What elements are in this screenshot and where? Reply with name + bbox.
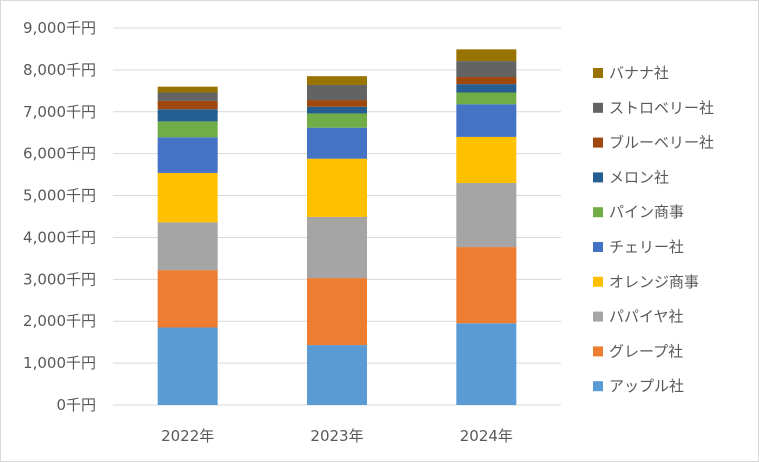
bar-segment [157,270,218,328]
bar-segment [456,136,517,183]
bar-segment [307,345,367,405]
y-tick-label: 4,000千円 [23,228,96,246]
bar-segment [307,278,367,346]
legend-label: パパイヤ社 [609,308,684,326]
y-tick-label: 5,000千円 [23,187,96,205]
y-tick-label: 6,000千円 [23,145,96,163]
legend-label: パイン商事 [609,203,684,221]
y-tick-label: 7,000千円 [23,103,96,121]
legend-swatch [593,172,603,183]
y-tick-label: 9,000千円 [23,19,96,37]
legend-label: ブルーベリー社 [609,134,714,152]
bars [157,49,517,405]
legend-label: チェリー社 [609,238,684,256]
bar-segment [157,327,218,405]
bar-segment [456,61,517,78]
y-axis-tick-labels: 0千円 1,000千円 2,000千円 3,000千円 4,000千円 5,000千円 6,… [23,19,96,414]
legend-label: バナナ社 [609,64,669,82]
legend-swatch [593,381,603,392]
bar-segment [307,216,367,279]
bar-segment [157,121,218,138]
legend-swatch [593,102,603,113]
legend-label: ストロベリー社 [609,99,714,117]
x-tick-label: 2022年 [161,427,214,445]
legend-swatch [593,137,603,148]
y-tick-label: 8,000千円 [23,61,96,79]
bar-segment [307,127,367,159]
bar-segment [157,222,218,271]
bar-segment [456,323,517,405]
y-tick-label: 3,000千円 [23,270,96,288]
bar-segment [307,84,367,101]
bar-segment [456,104,517,137]
bar-segment [307,106,367,114]
legend-swatch [593,346,603,357]
x-tick-label: 2024年 [460,427,513,445]
x-tick-label: 2023年 [310,427,363,445]
bar-segment [456,182,517,248]
bar-segment [157,109,218,122]
bar-segment [157,92,218,101]
bar-segment [157,100,218,110]
legend-swatch [593,242,603,252]
legend-label: メロン社 [609,168,669,186]
bar-segment [456,92,517,105]
legend-label: グレープ社 [609,342,683,360]
y-tick-label: 2,000千円 [23,312,96,330]
legend-swatch [593,68,603,78]
x-axis-tick-labels: 2022年 2023年 2024年 [161,427,513,445]
bar-segment [456,49,517,62]
bar-segment [307,113,367,128]
legend-swatch [593,207,603,218]
legend-swatch [593,311,603,322]
legend-label: オレンジ商事 [609,273,699,291]
legend-swatch [593,276,603,287]
y-tick-label: 0千円 [56,396,96,414]
bar-segment [307,158,367,217]
bar-segment [157,137,218,173]
bar-segment [307,100,367,107]
bar-segment [456,77,517,85]
y-tick-label: 1,000千円 [23,354,96,372]
bar-segment [157,86,218,93]
bar-segment [157,172,218,223]
legend-label: アップル社 [609,377,684,395]
legend: バナナ社ストロベリー社ブルーベリー社メロン社パイン商事チェリー社オレンジ商事パパ… [593,64,714,395]
bar-segment [307,76,367,85]
bar-segment [456,247,517,324]
bar-segment [456,84,517,93]
